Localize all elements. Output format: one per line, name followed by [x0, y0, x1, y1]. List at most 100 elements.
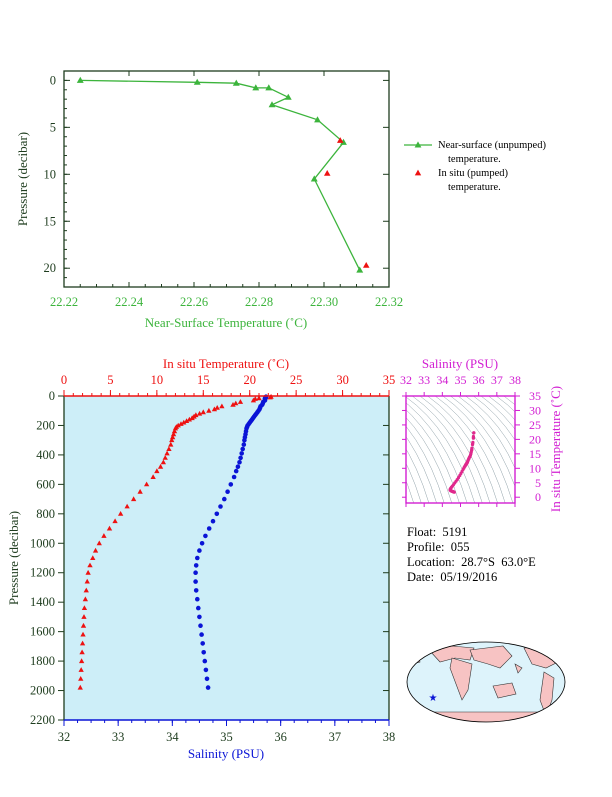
salinity-point — [197, 614, 202, 620]
temperature-point — [82, 596, 88, 602]
salinity-tick-label: 38 — [383, 730, 396, 744]
temperature-point — [79, 658, 85, 664]
temperature-point — [79, 640, 86, 646]
temperature-point — [96, 540, 102, 546]
salinity-point — [203, 533, 208, 539]
temperature-point — [233, 400, 239, 406]
salinity-point — [196, 605, 201, 611]
temperature-point — [267, 394, 273, 400]
salinity-point — [193, 570, 198, 575]
y-tick-label: 20 — [44, 261, 57, 275]
temperature-point — [170, 434, 176, 440]
near-surface-y-ticks: 0 5 10 15 20 — [44, 73, 389, 279]
pressure-tick-label: 1000 — [30, 536, 55, 550]
profile-plot-background — [64, 396, 389, 720]
salinity-point — [203, 667, 209, 673]
pressure-tick-label: 0 — [49, 389, 55, 403]
salinity-point — [197, 548, 202, 553]
temperature-point — [154, 468, 160, 474]
legend-label: Near-surface (unpumped) — [438, 140, 546, 151]
temperature-point — [200, 409, 206, 415]
density-contour-line — [406, 436, 437, 503]
temperature-point — [237, 399, 244, 404]
salinity-point — [222, 496, 227, 502]
temperature-point — [162, 455, 168, 460]
pressure-tick-label: 1400 — [30, 595, 55, 609]
salinity-tick-label: 37 — [329, 730, 342, 744]
salinity-point — [193, 579, 198, 584]
temperature-point — [84, 578, 90, 584]
x-tick-label: 22.24 — [115, 295, 144, 309]
float-id: Float: 5191 — [407, 525, 468, 539]
temperature-point — [83, 587, 89, 593]
temperature-tick-label: 5 — [107, 373, 113, 387]
salinity-point — [193, 563, 199, 568]
ts-temperature-label: In situ Temperature (˚C) — [548, 386, 563, 512]
salinity-point — [237, 460, 242, 465]
temperature-point — [80, 622, 87, 628]
temperature-point — [85, 569, 91, 575]
salinity-point — [228, 482, 234, 487]
ts-x-tick-label: 38 — [509, 373, 521, 387]
temperature-tick-label: 35 — [383, 373, 396, 387]
in-situ-point — [337, 137, 344, 143]
salinity-point — [238, 455, 243, 461]
density-contour-line — [406, 409, 460, 503]
float-info: Float: 5191 Profile: 055 Location: 28.7°… — [407, 525, 536, 585]
salinity-point — [199, 541, 205, 546]
near-surface-legend: Near-surface (unpumped) temperature. In si… — [404, 140, 546, 193]
salinity-point — [200, 641, 205, 646]
ts-y-tick-label: 0 — [535, 490, 541, 504]
temperature-point — [137, 488, 143, 494]
ts-plot-background — [406, 396, 515, 503]
near-surface-point — [193, 78, 201, 85]
ts-x-tick-label: 32 — [400, 373, 412, 387]
map-ocean — [407, 642, 565, 722]
ts-x-tick-label: 35 — [455, 373, 467, 387]
near-surface-x-ticks: 22.22 22.24 22.26 22.28 22.30 22.32 — [50, 71, 403, 309]
salinity-point — [205, 685, 211, 690]
temperature-point — [171, 428, 178, 434]
density-contour-line — [419, 396, 491, 503]
salinity-point — [231, 474, 237, 480]
temperature-tick-label: 0 — [61, 373, 67, 387]
salinity-profile — [193, 394, 269, 690]
temperature-tick-label: 10 — [151, 373, 164, 387]
temperature-point — [157, 463, 164, 469]
near-surface-point — [76, 76, 84, 83]
pressure-tick-label: 600 — [36, 477, 55, 491]
temperature-point — [219, 403, 225, 409]
near-surface-point — [232, 79, 240, 86]
temperature-point — [250, 397, 257, 403]
x-tick-label: 22.28 — [245, 295, 273, 309]
ts-y-tick-label: 15 — [529, 447, 541, 461]
x-tick-label: 22.32 — [375, 295, 403, 309]
temperature-point — [78, 676, 84, 681]
ts-point — [470, 443, 475, 447]
salinity-tick-label: 35 — [220, 730, 233, 744]
legend-label: temperature. — [448, 182, 501, 193]
temperature-axis-title: In situ Temperature (˚C) — [163, 356, 289, 371]
ts-y-tick-label: 20 — [529, 432, 541, 446]
salinity-point — [235, 464, 241, 470]
ts-profile — [448, 431, 476, 494]
ts-x-tick-label: 36 — [473, 373, 485, 387]
near-surface-point — [252, 84, 260, 91]
pressure-axis-label: Pressure (decibar) — [6, 511, 21, 605]
location-map: ★ — [406, 641, 566, 723]
salinity-point — [225, 489, 230, 495]
legend-triangle-marker — [414, 169, 422, 176]
pressure-tick-label: 800 — [36, 507, 55, 521]
x-tick-label: 22.26 — [180, 295, 208, 309]
salinity-point — [218, 504, 223, 509]
near-surface-plot-frame — [63, 70, 390, 288]
salinity-point — [195, 596, 200, 602]
temperature-point — [178, 421, 184, 426]
density-contour-line — [406, 448, 430, 503]
float-location-marker-icon: ★ — [429, 693, 438, 704]
temperature-point — [181, 419, 187, 425]
salinity-tick-label: 32 — [58, 730, 71, 744]
near-surface-series — [76, 76, 370, 273]
density-contour-line — [503, 396, 515, 406]
